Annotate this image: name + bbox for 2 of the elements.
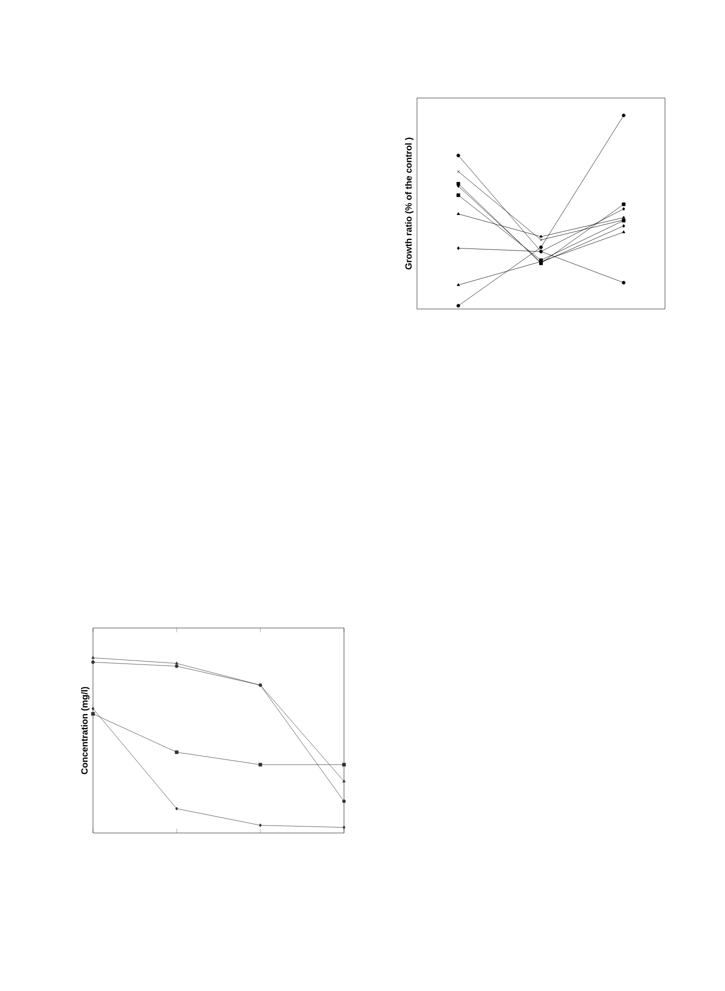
y-axis-title: Concentration (mg/l): [81, 686, 90, 774]
y-axis-title: Growth ratio (% of the control ): [405, 138, 414, 270]
